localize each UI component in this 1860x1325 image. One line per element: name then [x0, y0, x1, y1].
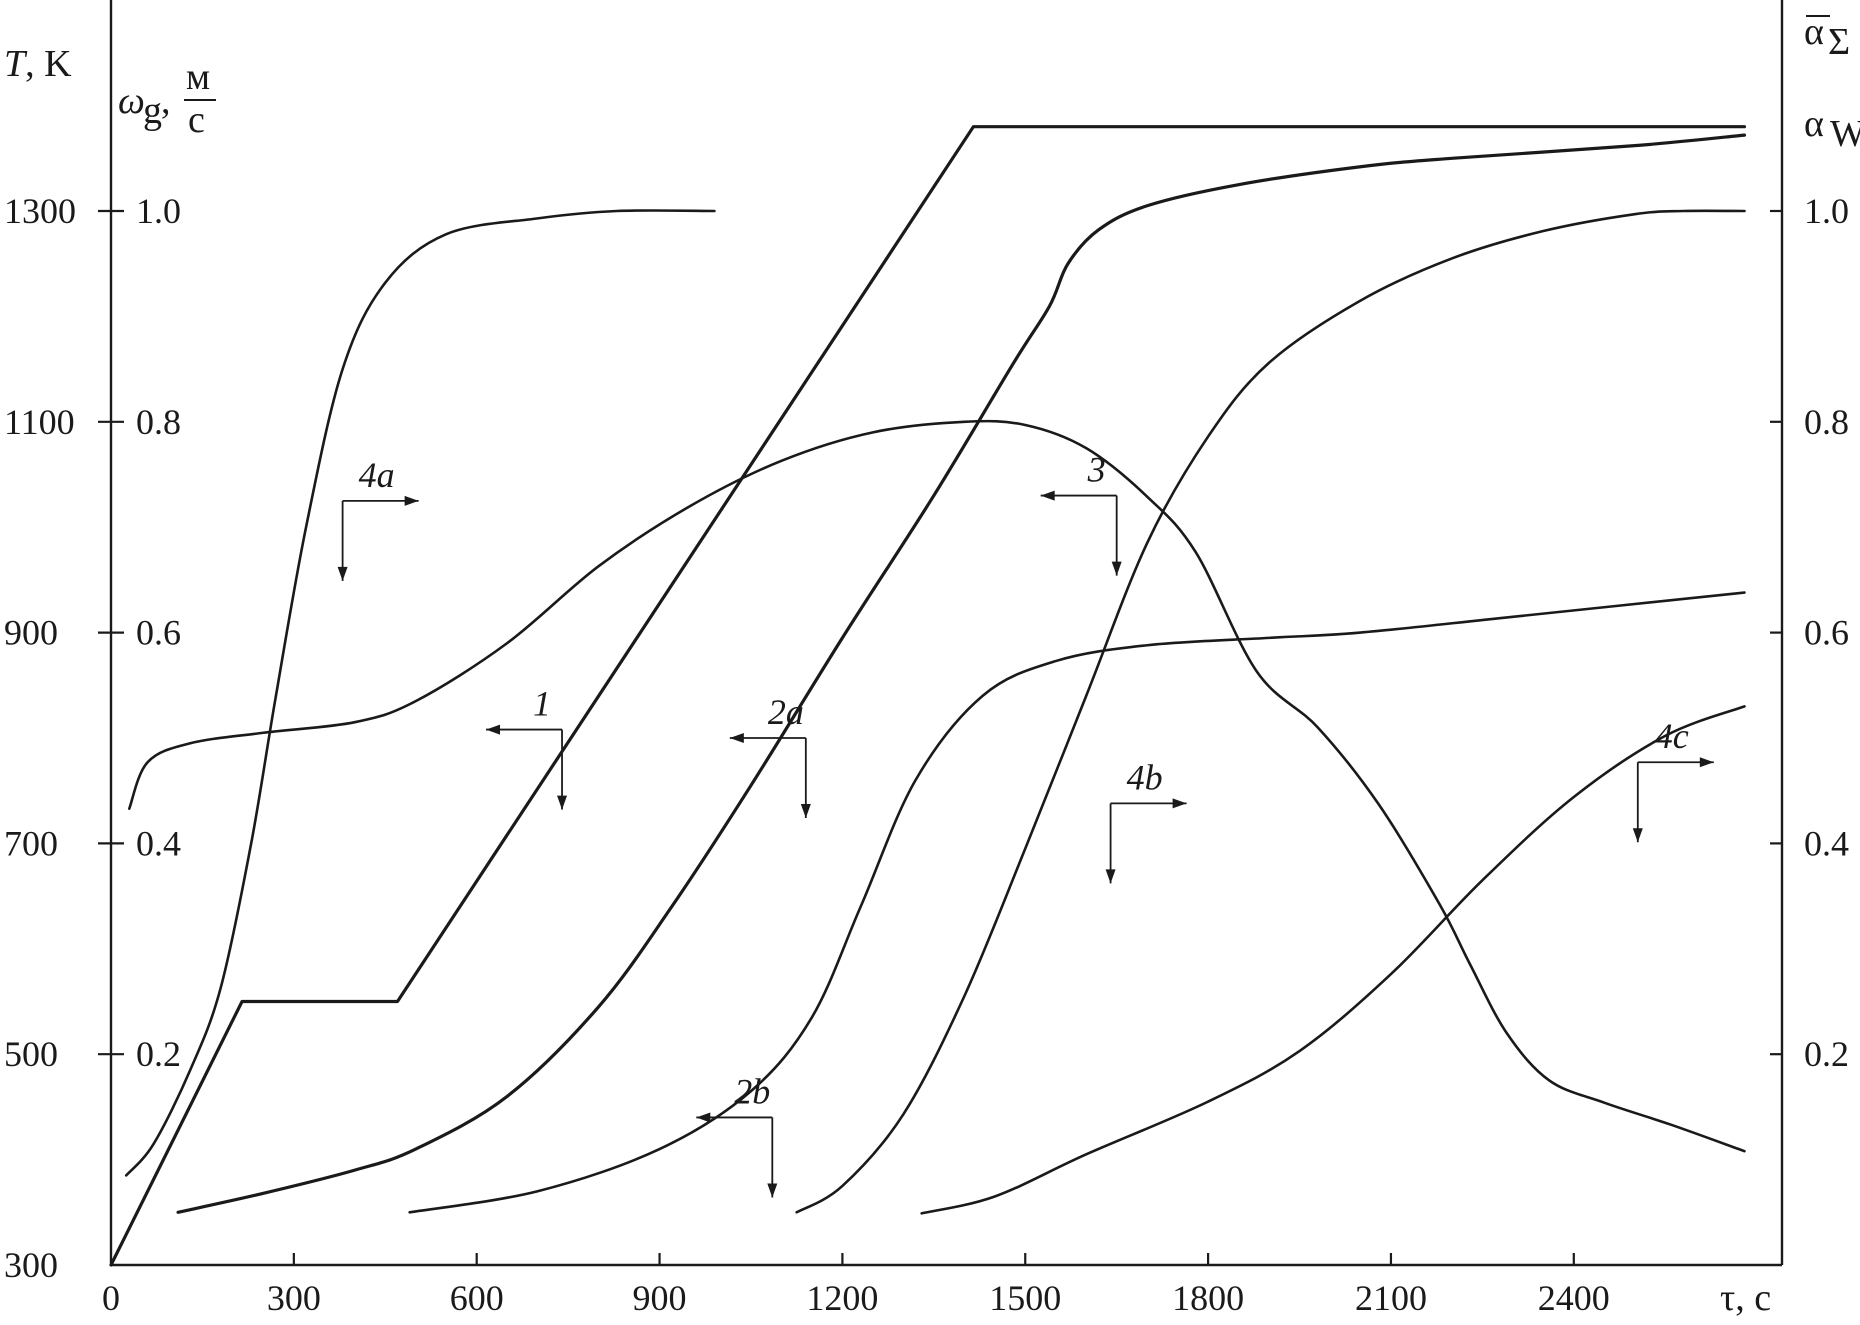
marker-horizontal-arrowhead: [729, 733, 744, 743]
series-label-2a: 2a: [768, 692, 804, 732]
y-tick-label-T: 1300: [4, 191, 76, 231]
y-tick-label-velocity: 0.6: [136, 613, 181, 653]
x-tick-label: 2400: [1538, 1278, 1610, 1318]
marker-horizontal-arrowhead: [1699, 757, 1714, 768]
right-axis-top-sub: Σ: [1828, 21, 1850, 63]
series-label-1: 1: [533, 684, 551, 724]
x-tick-label: 2100: [1355, 1278, 1427, 1318]
series-line-2b: [408, 591, 1746, 1214]
x-tick-label: 1800: [1172, 1278, 1244, 1318]
series-line-3: [127, 419, 1746, 1153]
y-axis-velocity-sub: g: [143, 90, 162, 132]
curve-marker-4c: 4c: [1632, 716, 1714, 843]
series-line-2a: [176, 133, 1747, 1214]
right-axis-second-label: α W: [1804, 103, 1860, 155]
x-tick-label: 1500: [989, 1278, 1061, 1318]
curve-markers: 1 2a 2b 3 4a 4b 4c: [337, 450, 1714, 1198]
marker-horizontal-arrowhead: [1040, 490, 1055, 501]
x-tick-label: 600: [450, 1278, 504, 1318]
y-tick-label-velocity: 0.8: [136, 402, 181, 442]
series-line-4c: [920, 705, 1746, 1215]
series-label-4a: 4a: [359, 455, 395, 495]
right-axis-top-label: α Σ: [1804, 11, 1850, 63]
series-label-4c: 4c: [1655, 716, 1689, 756]
series-label-4b: 4b: [1127, 757, 1163, 797]
y-tick-label-T: 1100: [4, 402, 75, 442]
x-axis-label: τ, с: [1720, 1277, 1771, 1319]
marker-horizontal-arrowhead: [404, 495, 419, 506]
right-axis-top-symbol: α: [1804, 11, 1824, 53]
y-tick-label-right: 0.2: [1804, 1034, 1849, 1074]
y-axis-velocity-unit-num: м: [186, 56, 210, 98]
y-tick-label-right: 0.6: [1804, 613, 1849, 653]
y-tick-label-T: 500: [4, 1034, 58, 1074]
y-axis-T-unit: , K: [25, 43, 72, 85]
y-axis-T-symbol: T: [4, 43, 28, 85]
y-tick-label-T: 700: [4, 823, 58, 863]
y-tick-label-velocity: 0.4: [136, 823, 181, 863]
marker-horizontal-arrowhead: [1172, 798, 1187, 809]
series-label-3: 3: [1087, 450, 1106, 490]
marker-horizontal-arrowhead: [486, 724, 501, 735]
marker-vertical-arrowhead: [1632, 828, 1643, 843]
marker-vertical-arrowhead: [1105, 869, 1116, 884]
right-axis-second-symbol: α: [1804, 103, 1824, 145]
x-tick-label: 300: [267, 1278, 321, 1318]
y-axis-velocity-unit-den: с: [188, 99, 205, 141]
y-axis-velocity-label: ω g , м с: [118, 56, 216, 141]
y-tick-label-T: 900: [4, 613, 58, 653]
curve-marker-4a: 4a: [337, 455, 419, 581]
y-axis-velocity-comma: ,: [161, 80, 171, 122]
marker-horizontal-arrowhead: [696, 1112, 711, 1123]
curve-marker-3: 3: [1040, 450, 1122, 576]
ticks: 0 300 600 900 1200 1500 1800 2100 2400 300 500 700 9…: [4, 191, 1849, 1318]
curve-marker-4b: 4b: [1105, 757, 1187, 884]
right-axis-second-sub: W: [1830, 113, 1860, 155]
y-tick-label-right: 1.0: [1804, 191, 1849, 231]
y-axis-velocity-symbol: ω: [118, 80, 145, 122]
curve-marker-2a: 2a: [729, 692, 811, 818]
x-tick-label: 0: [102, 1278, 120, 1318]
x-tick-label: 900: [633, 1278, 687, 1318]
curve-marker-1: 1: [486, 684, 568, 810]
marker-vertical-arrowhead: [1111, 561, 1122, 576]
series-line-1: [109, 125, 1747, 1267]
x-tick-label: 1200: [806, 1278, 878, 1318]
axes: [109, 0, 1784, 1267]
series-line-4a: [124, 209, 716, 1177]
curves: [109, 125, 1747, 1267]
marker-vertical-arrowhead: [337, 566, 348, 581]
series-label-2b: 2b: [734, 1071, 770, 1111]
y-tick-label-velocity: 0.2: [136, 1034, 181, 1074]
y-tick-label-right: 0.4: [1804, 823, 1849, 863]
marker-vertical-arrowhead: [800, 804, 811, 818]
y-tick-label-velocity: 1.0: [136, 191, 181, 231]
y-tick-label-T: 300: [4, 1245, 58, 1285]
y-tick-label-right: 0.8: [1804, 402, 1849, 442]
curve-marker-2b: 2b: [696, 1071, 778, 1198]
marker-vertical-arrowhead: [767, 1183, 778, 1198]
series-line-4b: [795, 209, 1746, 1214]
y-axis-T-label: T, K: [4, 43, 72, 85]
marker-vertical-arrowhead: [557, 795, 568, 810]
